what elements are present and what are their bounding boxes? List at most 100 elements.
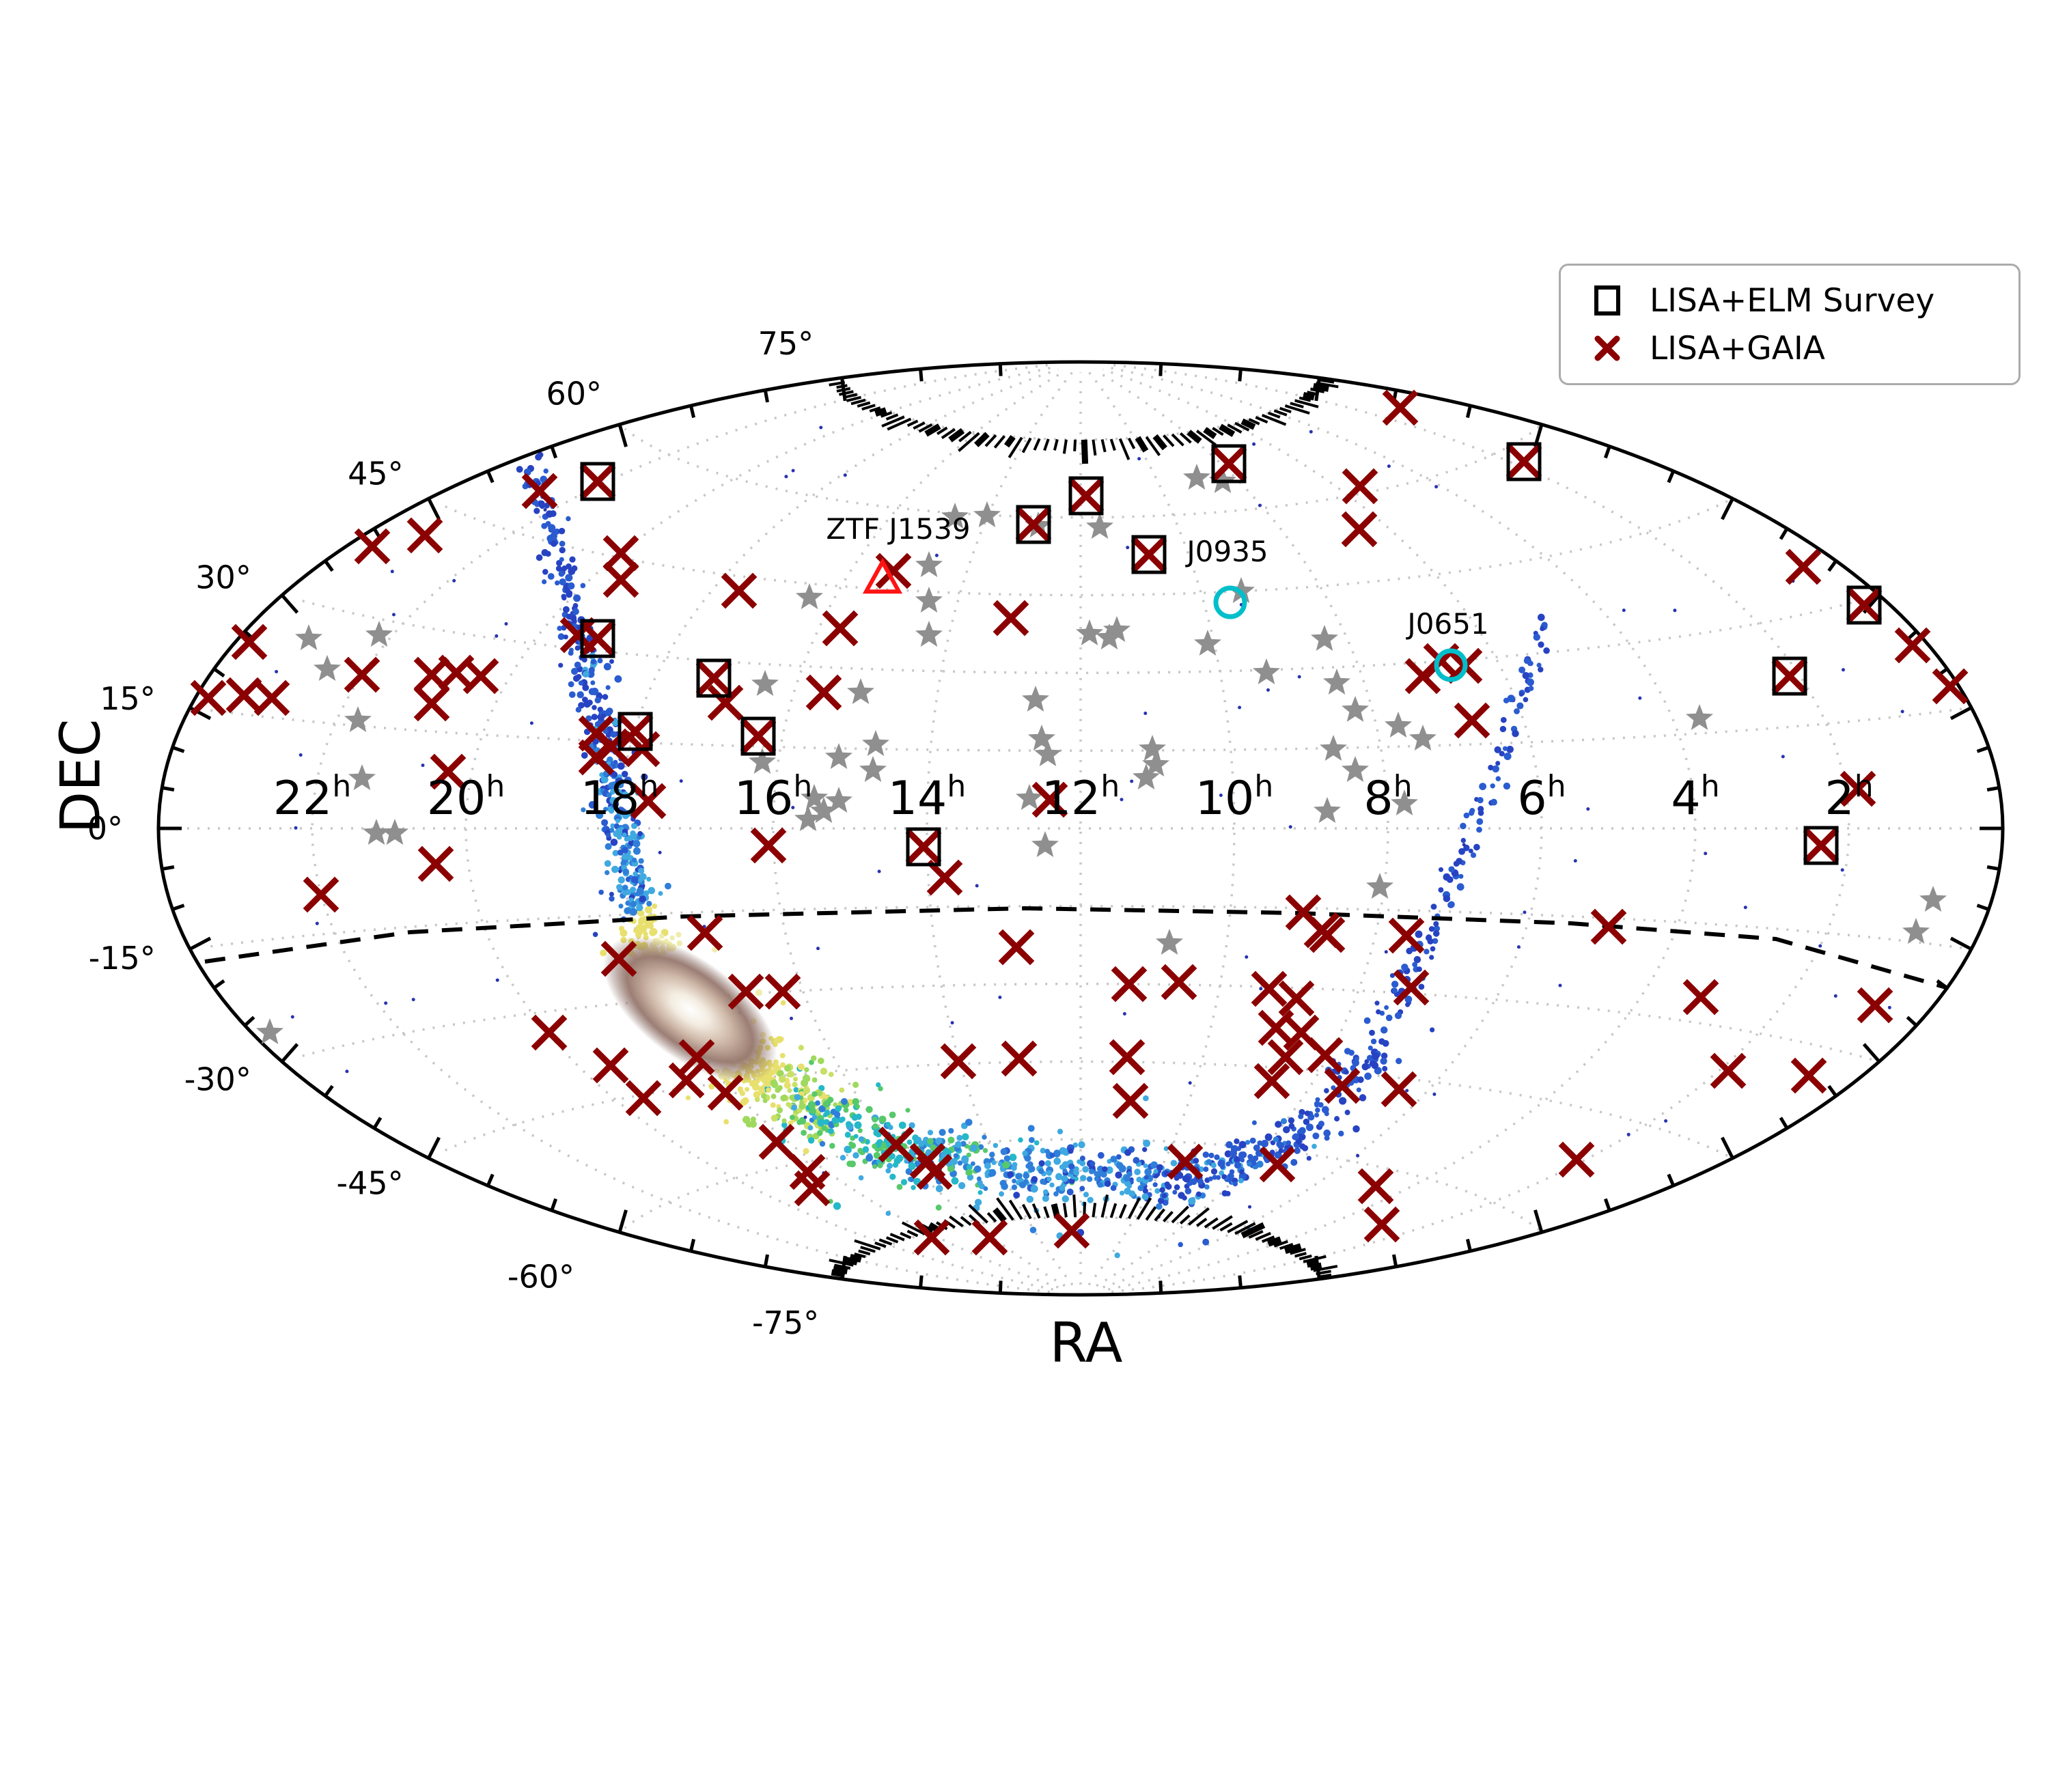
- band-dot: [1152, 1182, 1158, 1188]
- band-dot: [753, 1091, 761, 1099]
- lisa-gaia-x-marker: [1109, 1039, 1146, 1076]
- band-dot: [557, 626, 563, 631]
- band-dot: [575, 706, 582, 713]
- lisa-gaia-x-marker: [878, 1126, 915, 1163]
- band-dot: [749, 1120, 757, 1128]
- lisa-gaia-x-marker: [303, 876, 339, 913]
- band-dot: [613, 759, 618, 765]
- lisa-gaia-x-marker: [1210, 445, 1247, 482]
- band-dot: [587, 699, 593, 706]
- band-dot: [965, 1168, 973, 1176]
- pole-arc-tick: [1008, 1199, 1023, 1220]
- lisa-gaia-x-marker: [794, 1170, 831, 1207]
- band-dot: [658, 933, 665, 939]
- field-dot: [275, 670, 279, 673]
- band-dot: [1115, 1154, 1122, 1160]
- band-dot: [797, 1063, 805, 1071]
- band-dot: [1225, 1141, 1233, 1149]
- band-dot: [627, 835, 634, 841]
- verification-binary-star-marker: [1103, 616, 1130, 642]
- band-dot: [801, 1130, 807, 1136]
- band-dot: [1134, 1168, 1141, 1175]
- band-dot: [762, 1098, 768, 1104]
- band-dot: [803, 1087, 811, 1094]
- band-dot: [833, 1111, 841, 1118]
- pole-arc-tick: [878, 1238, 893, 1246]
- lisa-gaia-x-marker: [1932, 668, 1969, 705]
- band-dot: [1394, 1011, 1402, 1020]
- verification-binary-star-marker: [1022, 686, 1049, 712]
- elm-survey-square-marker: [1131, 535, 1167, 574]
- lisa-gaia-x-marker: [559, 617, 596, 654]
- band-dot: [839, 1116, 846, 1122]
- field-dot: [1387, 464, 1391, 468]
- band-dot: [563, 634, 568, 640]
- band-dot: [1123, 1175, 1130, 1182]
- lisa-gaia-x-marker: [695, 660, 732, 697]
- dec-tick-label: 0°: [87, 810, 123, 847]
- field-dot: [1258, 503, 1262, 507]
- band-dot: [853, 1134, 859, 1139]
- pole-arc-tick: [850, 398, 866, 406]
- band-dot: [578, 680, 584, 686]
- band-dot: [1260, 1140, 1268, 1148]
- band-dot: [855, 1104, 860, 1109]
- band-dot: [1518, 692, 1524, 697]
- field-dot: [1126, 546, 1130, 550]
- band-dot: [571, 565, 578, 572]
- elm-survey-square-marker: [1506, 442, 1542, 481]
- band-dot: [1438, 867, 1444, 872]
- lisa-gaia-x-marker: [1682, 979, 1719, 1016]
- edge-tick: [1827, 1084, 1837, 1097]
- band-dot: [1031, 1184, 1037, 1190]
- band-dot: [1068, 1148, 1074, 1154]
- lisa-gaia-x-marker: [462, 658, 499, 695]
- verification-binary-star-marker: [365, 621, 393, 647]
- band-dot: [1208, 1152, 1215, 1158]
- pole-arc-tick: [1053, 438, 1059, 451]
- band-dot: [1078, 1140, 1085, 1149]
- edge-tick: [1779, 1117, 1789, 1130]
- band-dot: [1460, 822, 1467, 830]
- elm-survey-square-marker: [580, 462, 615, 501]
- field-dot: [1143, 712, 1148, 715]
- pole-arc-tick: [1284, 1243, 1302, 1255]
- pole-arc-tick: [858, 1249, 871, 1256]
- band-dot: [1363, 1017, 1371, 1024]
- band-dot: [1369, 1029, 1375, 1036]
- band-dot: [1026, 1195, 1034, 1203]
- x-axis-title: RA: [1049, 1311, 1123, 1375]
- edge-tick: [1465, 405, 1472, 419]
- elm-survey-square-marker: [580, 619, 615, 658]
- band-dot: [562, 606, 570, 613]
- band-dot: [947, 1165, 954, 1173]
- band-dot: [1490, 783, 1495, 789]
- band-dot: [991, 1160, 997, 1166]
- pole-arc-tick: [1021, 1203, 1032, 1220]
- band-dot: [609, 659, 614, 664]
- band-dot: [1392, 988, 1398, 994]
- verification-binary-star-marker: [1919, 886, 1947, 912]
- lisa-gaia-x-marker: [1857, 987, 1893, 1024]
- field-dot: [1120, 798, 1124, 802]
- band-dot: [543, 468, 549, 474]
- field-dot: [529, 721, 533, 725]
- pole-arc-tick: [1255, 416, 1268, 424]
- pole-arc-tick: [1290, 1248, 1306, 1255]
- band-dot: [609, 895, 615, 902]
- band-dot: [633, 839, 641, 848]
- band-dot: [777, 1107, 783, 1114]
- band-dot: [776, 1065, 781, 1071]
- pole-arc-tick: [1312, 382, 1329, 392]
- band-dot: [542, 569, 549, 575]
- verification-binary-star-marker: [1409, 725, 1437, 751]
- band-dot: [822, 1101, 830, 1108]
- annotation-triangle-icon: [862, 557, 903, 594]
- annotation-circle-icon: [1434, 648, 1468, 682]
- band-dot: [630, 876, 639, 884]
- band-dot: [1061, 1195, 1070, 1203]
- verification-binary-star-marker: [751, 670, 779, 696]
- edge-tick: [280, 1043, 299, 1063]
- band-dot: [1143, 1139, 1151, 1147]
- lisa-gaia-x-marker: [1454, 702, 1490, 739]
